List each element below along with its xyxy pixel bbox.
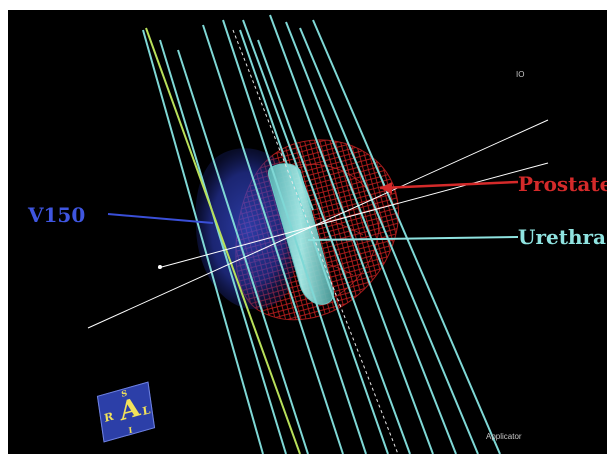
needle-line (159, 39, 287, 454)
reference-lines (87, 119, 549, 329)
prostate-label: Prostate (518, 172, 607, 196)
needle-line (312, 19, 501, 454)
urethra-structure (268, 163, 334, 305)
render-viewport[interactable]: V150 Prostate Urethra IO Applicator A R … (8, 10, 607, 454)
orientation-left-letter: R (103, 409, 115, 425)
3d-scene (87, 14, 549, 454)
needle-line (242, 19, 314, 211)
needle-line (285, 21, 457, 454)
orientation-top-letter: S (120, 387, 128, 399)
orientation-bottom-letter: I (127, 424, 134, 436)
urethra-label: Urethra (518, 225, 606, 249)
needle-line (202, 24, 344, 454)
needle-line (142, 29, 264, 454)
reference-point (158, 265, 162, 269)
dashed-needle (232, 29, 399, 454)
needle-line (239, 29, 389, 454)
reference-line (157, 162, 549, 269)
reference-line (87, 119, 549, 329)
needle-line (257, 39, 411, 454)
urethra-pointer (307, 236, 519, 241)
highlighted-needle (145, 27, 301, 454)
orientation-right-letter: L (141, 403, 152, 419)
prostate-pointer-arrow (380, 182, 392, 194)
prostate-pointer (379, 180, 519, 190)
v150-label: V150 (28, 203, 86, 227)
needle-line (177, 49, 309, 454)
corner-mark: IO (516, 70, 525, 79)
needle-trajectories (142, 14, 501, 454)
needle-line (299, 27, 479, 454)
needle-line (222, 19, 367, 454)
applicator-label: Applicator (486, 432, 522, 441)
v150-pointer (107, 213, 214, 224)
needle-line (269, 14, 434, 454)
